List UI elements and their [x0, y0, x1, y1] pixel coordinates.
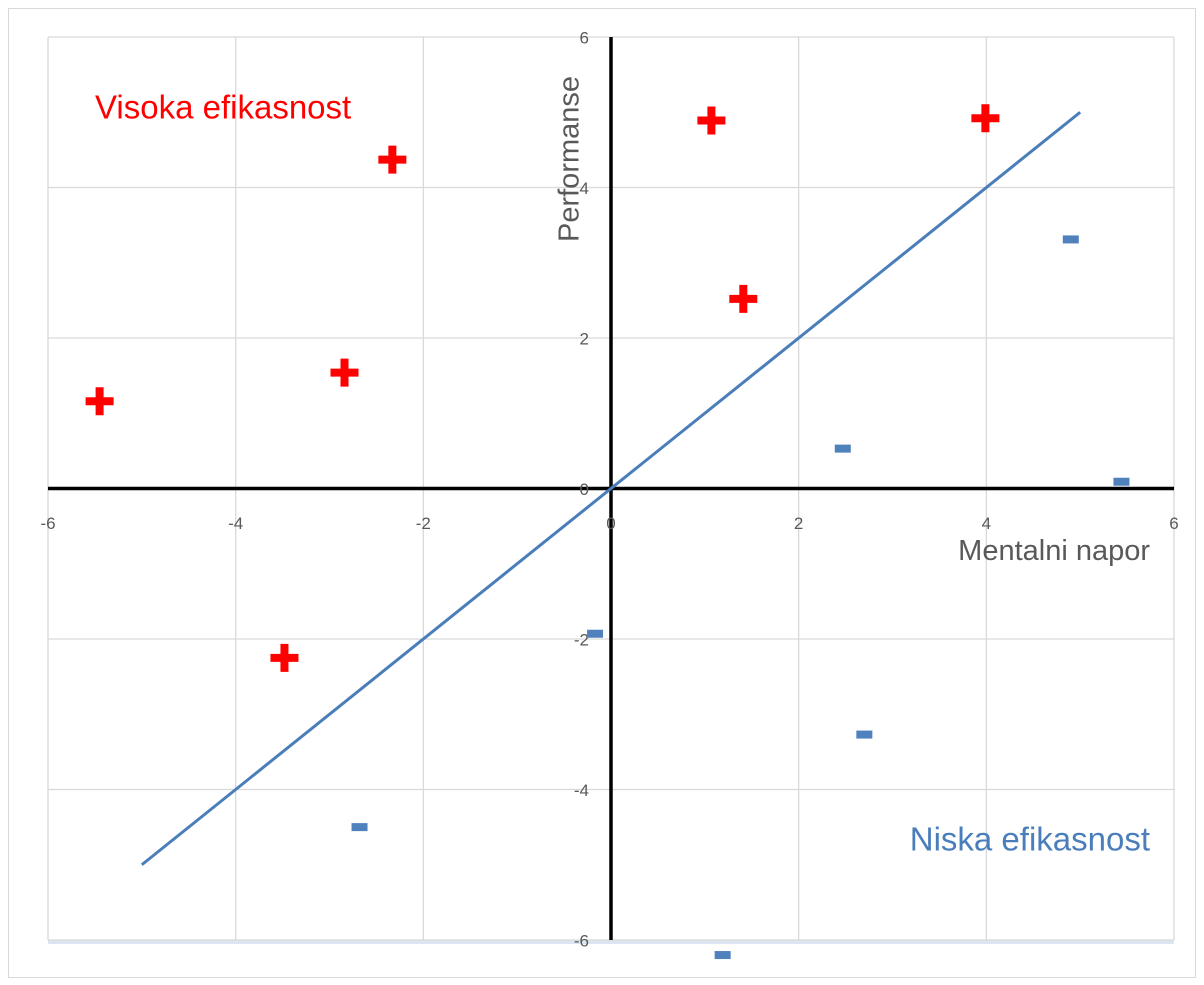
x-tick-label: 0 — [606, 514, 615, 533]
x-tick-label: 4 — [982, 514, 991, 533]
plus-marker — [270, 643, 299, 672]
annotation: Visoka efikasnost — [95, 89, 351, 126]
x-axis-label: Mentalni napor — [958, 535, 1150, 567]
dash-marker — [587, 629, 604, 638]
dash-marker — [351, 823, 368, 832]
y-axis-label: Performanse — [554, 76, 586, 242]
plus-marker — [697, 106, 726, 135]
dash-marker — [856, 730, 873, 739]
x-tick-label: 2 — [794, 514, 803, 533]
dash-marker — [834, 444, 851, 453]
plus-marker — [729, 284, 758, 313]
y-tick-label: 4 — [580, 179, 589, 198]
x-tick-label: -2 — [416, 514, 431, 533]
annotation: Niska efikasnost — [910, 821, 1150, 858]
dash-marker — [1062, 235, 1079, 244]
y-tick-label: 2 — [580, 329, 589, 348]
x-tick-label: -4 — [228, 514, 243, 533]
trend-line — [140, 111, 1082, 866]
y-tick-label: 6 — [580, 28, 589, 47]
plus-marker — [971, 104, 1000, 133]
y-tick-label: -2 — [574, 630, 589, 649]
x-tick-label: 6 — [1169, 514, 1178, 533]
chart-border — [8, 8, 1196, 978]
plot-shadow — [48, 940, 1174, 944]
x-tick-label: -6 — [40, 514, 55, 533]
y-tick-label: 0 — [580, 480, 589, 499]
plus-marker — [378, 145, 407, 174]
plus-marker — [330, 358, 359, 387]
dash-marker — [714, 951, 731, 960]
plus-marker — [85, 387, 114, 416]
y-tick-label: -4 — [574, 781, 589, 800]
y-tick-label: -6 — [574, 931, 589, 950]
dash-marker — [1113, 477, 1130, 486]
